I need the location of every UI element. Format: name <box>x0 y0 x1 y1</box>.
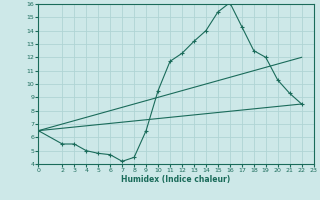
X-axis label: Humidex (Indice chaleur): Humidex (Indice chaleur) <box>121 175 231 184</box>
